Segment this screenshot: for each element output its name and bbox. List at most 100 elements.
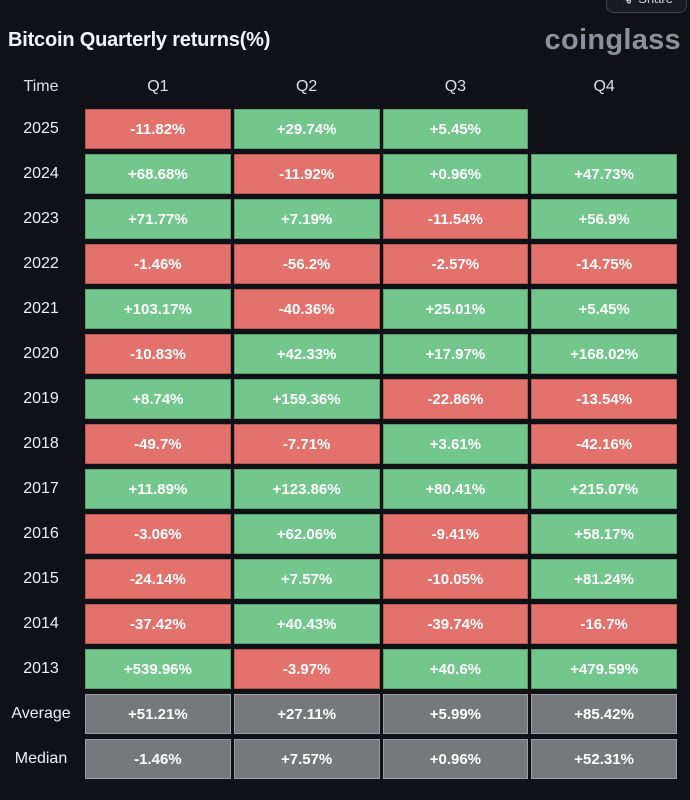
row-label: 2023 [23,210,59,227]
row-label: 2013 [23,660,59,677]
return-cell: -13.54% [531,379,677,419]
return-cell: -2.57% [382,244,529,284]
table-row-2014: 2014 -37.42% +40.43% -39.74% -16.7% [0,604,677,644]
share-button-label: Share [638,0,673,6]
return-cell: -1.46% [85,739,231,779]
return-cell: +5.45% [382,109,529,149]
return-cell: -24.14% [85,559,231,599]
return-cell: -3.06% [85,514,231,554]
column-header-q4: Q4 [593,78,615,95]
return-cell: +56.9% [531,199,677,239]
share-icon [620,0,632,4]
table-row-2020: 2020 -10.83% +42.33% +17.97% +168.02% [0,334,677,374]
return-cell: +52.31% [531,739,677,779]
return-cell: -39.74% [382,604,529,644]
return-cell: -7.71% [233,424,380,464]
table-row-2015: 2015 -24.14% +7.57% -10.05% +81.24% [0,559,677,599]
return-cell: -49.7% [85,424,231,464]
row-label: 2019 [23,390,59,407]
column-header-q1: Q1 [147,78,169,95]
return-cell: +68.68% [85,154,231,194]
return-cell: +81.24% [531,559,677,599]
column-header-q3: Q3 [444,78,467,95]
row-label: 2015 [23,570,59,587]
table-row-2016: 2016 -3.06% +62.06% -9.41% +58.17% [0,514,677,554]
return-cell: +215.07% [531,469,677,509]
table-row-median: Median -1.46% +7.57% +0.96% +52.31% [0,739,677,779]
table-row-2023: 2023 +71.77% +7.19% -11.54% +56.9% [0,199,677,239]
return-cell: +7.19% [233,199,380,239]
returns-table: Time Q1 Q2 Q3 Q4 2025 -11.82% +29.74% +5.45% 202… [0,72,690,779]
table-row-2017: 2017 +11.89% +123.86% +80.41% +215.07% [0,469,677,509]
page-title: Bitcoin Quarterly returns(%) [8,28,271,51]
return-cell: +3.61% [382,424,529,464]
return-cell: +71.77% [85,199,231,239]
row-label: Average [11,705,71,722]
table-row-2013: 2013 +539.96% -3.97% +40.6% +479.59% [0,649,677,689]
row-label: Median [14,750,68,767]
row-label: 2016 [23,525,59,542]
return-cell: +123.86% [233,469,380,509]
return-cell: -22.86% [382,379,529,419]
table-row-average: Average +51.21% +27.11% +5.99% +85.42% [0,694,677,734]
return-cell: -37.42% [85,604,231,644]
return-cell: +40.43% [233,604,380,644]
return-cell: -11.92% [233,154,380,194]
return-cell: -10.83% [85,334,231,374]
return-cell: +40.6% [382,649,529,689]
return-cell: +479.59% [531,649,677,689]
coinglass-logo: coinglass [544,23,681,56]
row-label: 2018 [23,435,59,452]
share-button[interactable]: Share [606,0,687,13]
return-cell: -1.46% [85,244,231,284]
return-cell: +0.96% [382,739,529,779]
return-cell: +29.74% [233,109,380,149]
table-body: 2025 -11.82% +29.74% +5.45% 2024 +68.68% -11.9… [0,109,677,779]
return-cell: +58.17% [531,514,677,554]
return-cell: +7.57% [233,739,380,779]
column-header-q2: Q2 [295,78,318,95]
return-cell: -11.54% [382,199,529,239]
empty-cell [531,109,677,149]
return-cell: -56.2% [233,244,380,284]
header: Bitcoin Quarterly returns(%) coinglass [0,20,690,60]
return-cell: +168.02% [531,334,677,374]
return-cell: +80.41% [382,469,529,509]
return-cell: -14.75% [531,244,677,284]
return-cell: -40.36% [233,289,380,329]
return-cell: -11.82% [85,109,231,149]
table-row-2024: 2024 +68.68% -11.92% +0.96% +47.73% [0,154,677,194]
return-cell: +539.96% [85,649,231,689]
return-cell: +159.36% [233,379,380,419]
table-row-2025: 2025 -11.82% +29.74% +5.45% [0,109,677,149]
return-cell: +62.06% [233,514,380,554]
return-cell: +51.21% [85,694,231,734]
row-label: 2014 [23,615,59,632]
return-cell: +17.97% [382,334,529,374]
row-label: 2022 [23,255,59,272]
row-label: 2024 [23,165,59,182]
return-cell: +0.96% [382,154,529,194]
return-cell: +85.42% [531,694,677,734]
table-row-2022: 2022 -1.46% -56.2% -2.57% -14.75% [0,244,677,284]
row-label: 2021 [23,300,59,317]
row-label: 2025 [23,120,59,137]
row-label: 2020 [23,345,59,362]
return-cell: +5.99% [382,694,529,734]
return-cell: +42.33% [233,334,380,374]
return-cell: +7.57% [233,559,380,599]
return-cell: +103.17% [85,289,231,329]
table-header-row: Time Q1 Q2 Q3 Q4 [0,72,677,102]
column-header-time: Time [23,78,59,95]
return-cell: +5.45% [531,289,677,329]
table-row-2019: 2019 +8.74% +159.36% -22.86% -13.54% [0,379,677,419]
return-cell: -10.05% [382,559,529,599]
return-cell: +47.73% [531,154,677,194]
table-row-2021: 2021 +103.17% -40.36% +25.01% +5.45% [0,289,677,329]
return-cell: +27.11% [233,694,380,734]
row-label: 2017 [23,480,59,497]
return-cell: +8.74% [85,379,231,419]
return-cell: -9.41% [382,514,529,554]
table-row-2018: 2018 -49.7% -7.71% +3.61% -42.16% [0,424,677,464]
return-cell: +25.01% [382,289,529,329]
